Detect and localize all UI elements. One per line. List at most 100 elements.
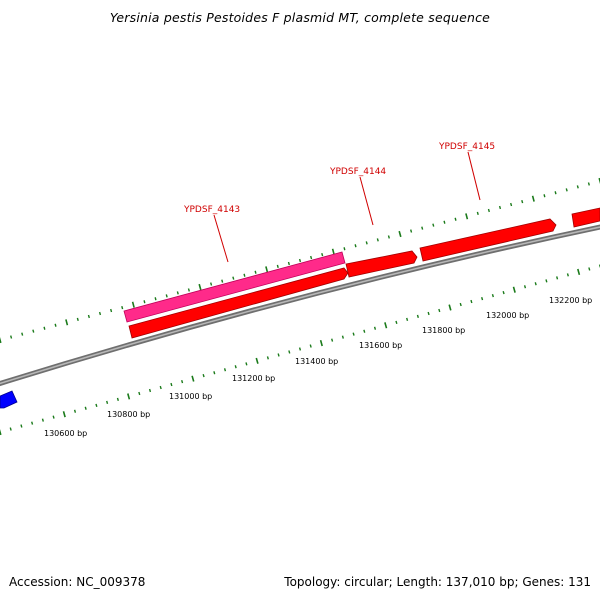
scale-tick [373,326,377,330]
scale-tick [502,291,505,295]
scale-tick [498,205,502,210]
scale-tick [277,353,280,357]
scale-tick [232,276,235,280]
scale-tick [170,382,173,387]
scale-tick [210,282,213,286]
scale-tick [266,356,269,360]
scale-tick [545,279,548,283]
scale-tick [138,391,141,396]
scale-tick [309,344,312,348]
scale-tick [387,235,390,239]
scale-tick [110,308,113,313]
scale-tick [276,264,279,268]
gene-label-ypdsf-4143[interactable]: YPDSF_4143 [183,205,240,215]
scale-tick [43,326,46,330]
scale-tick [319,339,323,347]
scale-tick [121,306,124,310]
scale-tick [148,388,152,393]
scale-tick [10,335,13,339]
scale-tick [288,350,291,354]
scale-tick [395,320,398,324]
scale-tick [0,336,2,344]
scale-tick [421,226,424,230]
scale-tick [41,418,44,422]
gene-ypdsf-4143-arrow[interactable] [123,251,346,323]
gene-label-ypdsf-4144[interactable]: YPDSF_4144 [329,167,386,177]
scale-tick [87,314,90,319]
scale-tick [127,393,131,400]
scale-tick [181,380,184,384]
scale-tick [465,213,469,220]
scale-tick [363,329,366,333]
gene-label-ypdsf-4145[interactable]: YPDSF_4145 [438,142,495,152]
scale-tick [165,294,168,298]
scale-tick [245,362,248,366]
scale-tick [376,238,379,242]
scale-tick [176,291,179,295]
gene-ypdsf-4144-arrow[interactable] [345,250,418,278]
gene-reverse-arrow[interactable] [0,390,18,409]
scale-tick [454,217,457,221]
outer-tick-ring [0,177,600,344]
scale-tick [287,261,290,266]
scale-tick [534,282,537,286]
gene-arrow[interactable] [571,207,600,228]
scale-label: 130800 bp [107,410,150,419]
scale-tick [577,268,581,276]
scale-tick [223,368,227,372]
scale-tick [588,267,591,271]
sequence-summary: Topology: circular; Length: 137,010 bp; … [284,575,591,589]
scale-tick [265,266,269,273]
scale-tick [331,338,334,342]
scale-tick [54,323,57,327]
scale-tick [9,427,12,431]
scale-tick [410,229,413,233]
scale-tick [491,294,494,298]
scale-tick [459,302,462,307]
scale-tick [62,411,66,418]
gene-label-leader [467,151,481,201]
scale-tick [52,415,55,419]
scale-tick [84,406,87,410]
gene-label-leader [213,214,229,263]
scale-tick [31,421,34,425]
scale-tick [255,357,259,364]
scale-label: 130600 bp [44,429,87,438]
scale-tick [76,317,79,321]
scale-label: 131800 bp [422,326,465,335]
scale-tick [566,273,569,277]
gene-arrow[interactable] [128,267,349,339]
scale-tick [554,191,557,195]
gene-label-leader [359,176,374,226]
scale-tick [598,177,600,185]
scale-tick [73,409,77,413]
scale-tick [298,258,302,263]
scale-label: 132200 bp [549,296,592,305]
scale-tick [365,241,368,245]
scale-tick [198,283,202,291]
scale-tick [354,244,357,248]
scale-tick [565,188,568,192]
scale-tick [384,322,388,329]
scale-tick [106,400,109,404]
scale-tick [213,371,216,375]
scale-tick [481,297,484,301]
scale-tick [116,397,119,401]
scale-tick [0,428,2,436]
scale-tick-ring [0,264,600,436]
scale-tick [352,332,355,336]
scale-tick [521,200,524,204]
scale-tick [191,375,195,382]
scale-tick [234,365,237,369]
scale-tick [159,385,162,390]
map-title: Yersinia pestis Pestoides F plasmid MT, … [109,10,491,25]
scale-tick [398,230,402,238]
scale-tick [310,255,313,260]
gene-ypdsf-4145-arrow[interactable] [419,218,557,262]
scale-tick [20,424,23,428]
scale-tick [576,185,579,189]
scale-tick [131,301,135,308]
scale-tick [416,314,419,318]
scale-tick [406,317,409,321]
